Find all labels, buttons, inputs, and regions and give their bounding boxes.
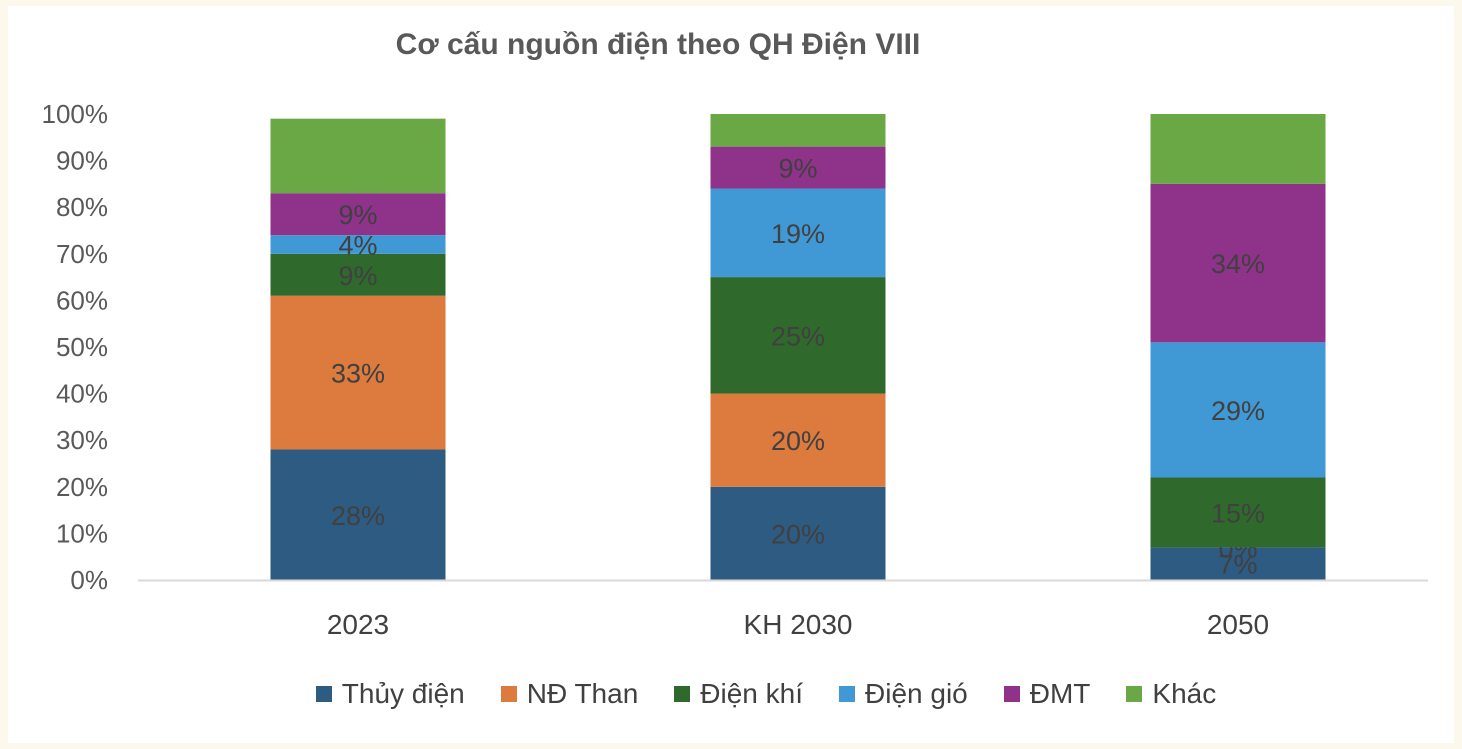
bar-segment (710, 393, 886, 487)
legend-label: ĐMT (1029, 678, 1091, 709)
data-label: 33% (331, 359, 385, 389)
y-tick-label: 30% (56, 425, 108, 455)
bar-segment (710, 188, 886, 278)
legend-swatch (674, 686, 691, 702)
bar-segment (1150, 114, 1326, 184)
y-tick-label: 0% (70, 565, 108, 595)
legend-item: Điện gió (839, 678, 968, 710)
bar-segment (270, 449, 446, 580)
legend-swatch (315, 686, 332, 702)
legend-label: Điện khí (700, 678, 803, 709)
x-tick-label: 2023 (327, 609, 389, 640)
y-tick-label: 90% (56, 146, 108, 176)
data-label: 7% (1218, 550, 1257, 580)
bar-segment (1150, 477, 1326, 548)
data-label: 20% (771, 519, 825, 549)
x-tick-label: 2050 (1207, 609, 1269, 640)
x-tick-label: KH 2030 (744, 609, 853, 640)
legend-label: Điện gió (865, 678, 968, 709)
bar-segment (1150, 547, 1326, 580)
bar-segment (1150, 342, 1326, 478)
y-tick-label: 60% (56, 285, 108, 315)
y-tick-label: 100% (42, 99, 109, 129)
chart-legend: Thủy điện NĐ Than Điện khí Điện gió ĐMT Khác (8, 678, 1462, 710)
legend-item: Thủy điện (315, 678, 465, 710)
legend-label: NĐ Than (526, 678, 639, 709)
data-label: 9% (338, 261, 377, 291)
legend-label: Khác (1152, 678, 1217, 709)
y-tick-label: 10% (56, 518, 108, 548)
legend-swatch (839, 686, 855, 702)
chart-frame: Cơ cấu nguồn điện theo QH Điện VIII 0% 10… (8, 6, 1454, 743)
bar-segment (710, 486, 886, 580)
chart-title: Cơ cấu nguồn điện theo QH Điện VIII (395, 28, 921, 61)
bar-segment (270, 118, 446, 194)
legend-item: Khác (1126, 678, 1216, 710)
bar-segment (270, 295, 446, 450)
y-tick-label: 80% (56, 192, 108, 222)
y-tick-label: 50% (56, 332, 108, 362)
legend-swatch (1126, 686, 1143, 702)
data-label: 15% (1211, 498, 1265, 528)
y-tick-label: 70% (56, 239, 108, 269)
bar-segment (1150, 183, 1326, 343)
data-label: 9% (778, 154, 817, 184)
legend-swatch (1003, 686, 1020, 702)
legend-item: NĐ Than (500, 678, 639, 710)
data-label: 20% (771, 426, 825, 456)
stacked-bar-chart: 0% 10% 20% 30% 40% 50% 60% 70% 80% 90% 100% 28% 33% 9… (42, 99, 1428, 640)
legend-item: Điện khí (674, 678, 803, 710)
data-label: 19% (771, 219, 825, 249)
data-label: 4% (338, 230, 377, 260)
data-label: 29% (1211, 396, 1265, 426)
bar-segment (710, 277, 886, 394)
legend-item: ĐMT (1003, 678, 1091, 710)
y-tick-label: 40% (56, 379, 108, 409)
data-label: 25% (771, 321, 825, 351)
data-label: 28% (331, 501, 385, 531)
data-label: 34% (1211, 249, 1265, 279)
y-tick-label: 20% (56, 472, 108, 502)
data-label: 9% (338, 200, 377, 230)
legend-swatch (500, 686, 517, 702)
bar-segment (270, 235, 446, 254)
bar-segment (710, 114, 886, 147)
bar-segment (710, 146, 886, 189)
bar-segment (270, 193, 446, 236)
bar-segment (270, 253, 446, 296)
legend-label: Thủy điện (341, 678, 465, 709)
